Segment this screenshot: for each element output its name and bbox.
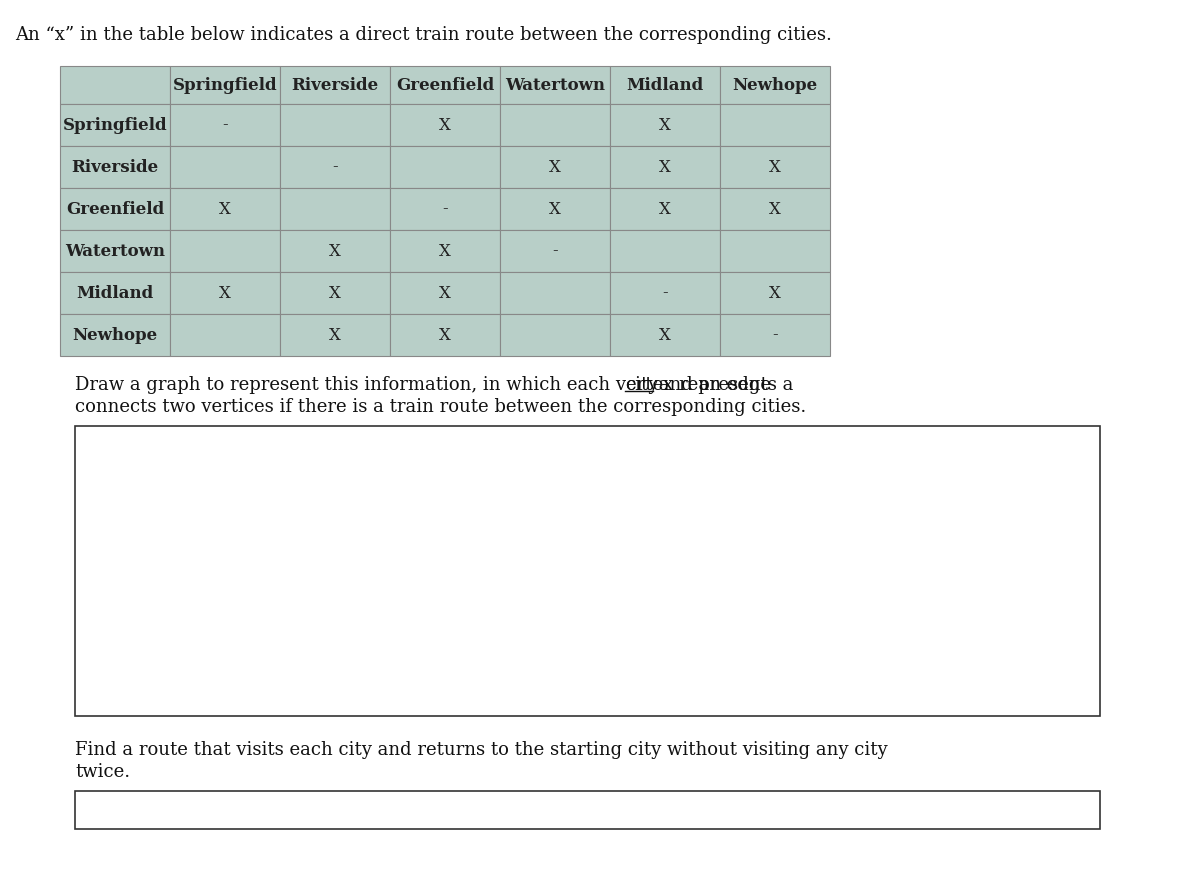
Bar — [390, 272, 500, 314]
Text: Springfield: Springfield — [62, 116, 167, 134]
Bar — [500, 314, 610, 356]
Text: Watertown: Watertown — [505, 76, 605, 93]
Text: -: - — [222, 116, 228, 134]
Text: -: - — [662, 285, 668, 301]
Text: -: - — [552, 243, 558, 260]
Bar — [390, 230, 500, 272]
Bar — [610, 188, 720, 230]
Bar — [60, 146, 170, 188]
Bar — [280, 146, 390, 188]
Bar — [500, 66, 610, 104]
Text: X: X — [329, 326, 341, 343]
Text: X: X — [439, 285, 451, 301]
Text: -: - — [332, 159, 338, 176]
Text: Draw a graph to represent this information, in which each vertex represents a: Draw a graph to represent this informati… — [74, 376, 799, 394]
Text: Newhope: Newhope — [732, 76, 817, 93]
Bar — [500, 230, 610, 272]
Text: X: X — [329, 243, 341, 260]
Bar — [500, 104, 610, 146]
Text: X: X — [220, 285, 230, 301]
Text: X: X — [659, 116, 671, 134]
Bar — [60, 104, 170, 146]
Text: X: X — [659, 159, 671, 176]
Bar — [500, 188, 610, 230]
Bar — [170, 188, 280, 230]
Text: X: X — [220, 201, 230, 218]
Bar — [170, 314, 280, 356]
Text: X: X — [329, 285, 341, 301]
Text: Find a route that visits each city and returns to the starting city without visi: Find a route that visits each city and r… — [74, 741, 888, 759]
Bar — [610, 146, 720, 188]
Text: X: X — [550, 159, 560, 176]
Bar — [280, 66, 390, 104]
Bar — [720, 314, 830, 356]
Bar — [60, 66, 170, 104]
Text: Greenfield: Greenfield — [396, 76, 494, 93]
Bar — [610, 230, 720, 272]
Text: X: X — [439, 326, 451, 343]
Text: Springfield: Springfield — [173, 76, 277, 93]
Text: -: - — [442, 201, 448, 218]
Bar — [720, 104, 830, 146]
Text: city: city — [625, 376, 659, 394]
Bar — [60, 272, 170, 314]
Bar — [500, 272, 610, 314]
Bar — [720, 146, 830, 188]
Bar — [170, 272, 280, 314]
Bar — [720, 272, 830, 314]
Text: Midland: Midland — [626, 76, 703, 93]
Bar — [170, 146, 280, 188]
Bar — [74, 426, 1100, 716]
Text: Riverside: Riverside — [72, 159, 158, 176]
Text: X: X — [439, 116, 451, 134]
Text: An “x” in the table below indicates a direct train route between the correspondi: An “x” in the table below indicates a di… — [14, 26, 832, 44]
Bar — [500, 146, 610, 188]
Text: X: X — [769, 285, 781, 301]
Text: twice.: twice. — [74, 763, 130, 781]
Bar — [610, 314, 720, 356]
Text: Greenfield: Greenfield — [66, 201, 164, 218]
Bar — [720, 230, 830, 272]
Text: Newhope: Newhope — [72, 326, 157, 343]
Text: Watertown: Watertown — [65, 243, 166, 260]
Bar — [390, 66, 500, 104]
Text: connects two vertices if there is a train route between the corresponding cities: connects two vertices if there is a trai… — [74, 398, 806, 416]
Bar — [60, 314, 170, 356]
Bar — [60, 230, 170, 272]
Text: Riverside: Riverside — [292, 76, 378, 93]
Bar — [280, 272, 390, 314]
Bar — [74, 791, 1100, 829]
Bar — [280, 230, 390, 272]
Bar — [280, 188, 390, 230]
Text: X: X — [550, 201, 560, 218]
Bar — [610, 272, 720, 314]
Bar — [720, 66, 830, 104]
Bar — [390, 104, 500, 146]
Text: Midland: Midland — [77, 285, 154, 301]
Text: X: X — [439, 243, 451, 260]
Bar — [170, 104, 280, 146]
Bar — [170, 66, 280, 104]
Text: -: - — [772, 326, 778, 343]
Text: and an edge: and an edge — [653, 376, 772, 394]
Bar — [60, 188, 170, 230]
Bar — [610, 66, 720, 104]
Bar — [170, 230, 280, 272]
Text: X: X — [769, 159, 781, 176]
Bar — [280, 314, 390, 356]
Text: X: X — [659, 326, 671, 343]
Bar — [280, 104, 390, 146]
Bar — [720, 188, 830, 230]
Text: X: X — [769, 201, 781, 218]
Bar — [390, 314, 500, 356]
Bar — [610, 104, 720, 146]
Text: X: X — [659, 201, 671, 218]
Bar — [390, 188, 500, 230]
Bar — [390, 146, 500, 188]
